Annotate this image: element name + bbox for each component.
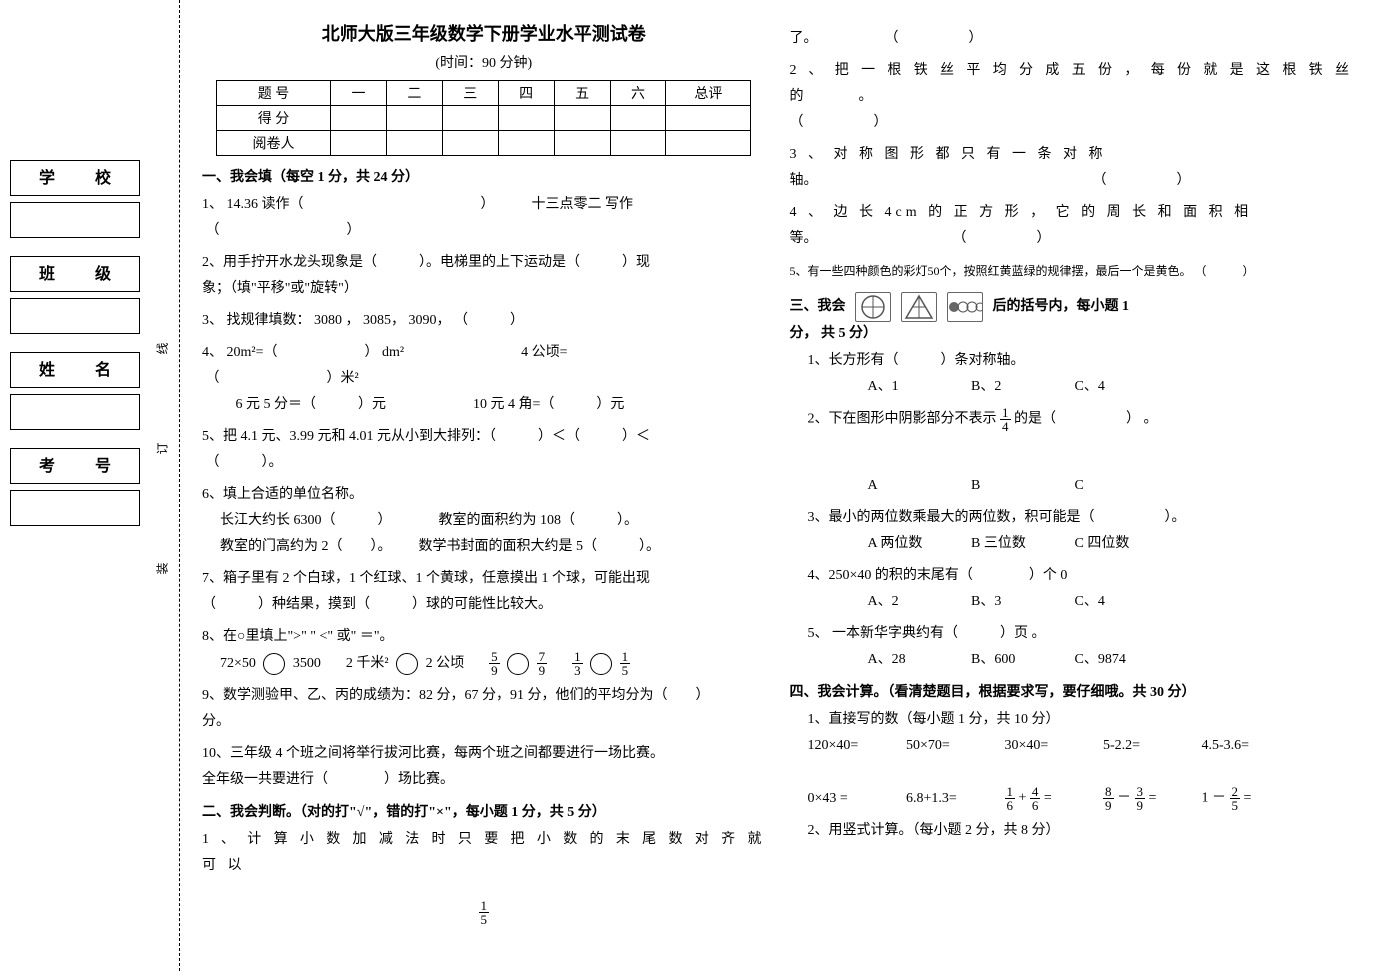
q4: 4、 20m²=（ ） dm² 4 公顷= （ ）米² 6 元 5 分＝（ ）元… (202, 340, 766, 418)
score-cell: 一 (330, 81, 386, 106)
c5: 5、 一本新华字典约有（ ）页 。 A、28 B、600 C、9874 (790, 621, 1354, 673)
c2: 2、下在图形中阴影部分不表示 14 的是（ ） 。 A B C (790, 406, 1354, 499)
shape-circle (855, 292, 891, 322)
binding-char-2: 订 (154, 442, 171, 454)
q3: 3、 找规律填数： 3080 ， 3085， 3090， （ ） (202, 308, 766, 334)
j1: 1 、 计 算 小 数 加 减 法 时 只 要 把 小 数 的 末 尾 数 对 … (202, 827, 766, 879)
shape-circles-row (947, 292, 983, 322)
examno-label: 考 号 (10, 448, 140, 484)
score-cell: 四 (498, 81, 554, 106)
student-info-margin: 学 校 班 级 姓 名 考 号 (0, 0, 150, 971)
j1-cont: 了。 （ ） (790, 26, 1354, 52)
q10: 10、三年级 4 个班之间将举行拔河比赛，每两个班之间都要进行一场比赛。 全年级… (202, 741, 766, 793)
q6: 6、填上合适的单位名称。 长江大约长 6300（ ） 教室的面积约为 108（ … (202, 482, 766, 560)
section-2-head: 二、我会判断。（对的打"√"，错的打"×"，每小题 1 分，共 5 分） (202, 801, 766, 821)
q5: 5、把 4.1 元、3.99 元和 4.01 元从小到大排列：（ ）＜（ ）＜ … (202, 424, 766, 476)
name-label: 姓 名 (10, 352, 140, 388)
exam-title: 北师大版三年级数学下册学业水平测试卷 (202, 20, 766, 46)
j5: 5、有一些四种颜色的彩灯50个，按照红黄蓝绿的规律摆，最后一个是黄色。 （ ） (790, 258, 1354, 284)
school-blank (10, 202, 140, 238)
score-table: 题 号 一 二 三 四 五 六 总评 得 分 阅卷人 (216, 80, 751, 156)
compare-circle (396, 653, 418, 675)
score-cell: 阅卷人 (217, 131, 331, 156)
left-column: 北师大版三年级数学下册学业水平测试卷 (时间：90 分钟) 题 号 一 二 三 … (190, 20, 778, 951)
compare-circle (590, 653, 612, 675)
right-column: 了。 （ ） 2 、 把 一 根 铁 丝 平 均 分 成 五 份 ， 每 份 就… (778, 20, 1366, 951)
school-label: 学 校 (10, 160, 140, 196)
score-cell: 二 (386, 81, 442, 106)
score-cell: 三 (442, 81, 498, 106)
score-cell: 得 分 (217, 106, 331, 131)
class-blank (10, 298, 140, 334)
name-blank (10, 394, 140, 430)
q2: 2、用手拧开水龙头现象是（ ）。电梯里的上下运动是（ ）现 象；（填"平移"或"… (202, 250, 766, 302)
c4: 4、250×40 的积的末尾有（ ）个 0 A、2 B、3 C、4 (790, 563, 1354, 615)
j2: 2 、 把 一 根 铁 丝 平 均 分 成 五 份 ， 每 份 就 是 这 根 … (790, 58, 1354, 136)
examno-blank (10, 490, 140, 526)
class-label: 班 级 (10, 256, 140, 292)
exam-time: (时间：90 分钟) (202, 52, 766, 72)
calc2: 2、用竖式计算。（每小题 2 分，共 8 分） (790, 818, 1354, 844)
q9: 9、数学测验甲、乙、丙的成绩为：82 分，67 分，91 分，他们的平均分为（ … (202, 683, 766, 735)
j4: 4 、 边 长 4cm 的 正 方 形 ， 它 的 周 长 和 面 积 相 等。… (790, 200, 1354, 252)
binding-line: 线 订 装 (150, 0, 180, 971)
c1: 1、长方形有（ ）条对称轴。 A、1 B、2 C、4 (790, 348, 1354, 400)
shape-triangle (901, 292, 937, 322)
binding-char-1: 线 (154, 342, 171, 354)
score-cell: 题 号 (217, 81, 331, 106)
compare-circle (507, 653, 529, 675)
q8: 8、在○里填上">" " <" 或" ＝"。 72×50 3500 2 千米² … (202, 624, 766, 677)
score-cell: 五 (554, 81, 610, 106)
score-cell: 六 (610, 81, 666, 106)
section-1-head: 一、我会填（每空 1 分，共 24 分） (202, 166, 766, 186)
binding-char-3: 装 (154, 562, 171, 574)
section-3-head: 三、我会 后的括号内，每小题 1 分， 共 5 分） (790, 292, 1354, 342)
calc1: 1、直接写的数（每小题 1 分，共 10 分） 120×40= 50×70= 3… (790, 707, 1354, 812)
section-4-head: 四、我会计算。（看清楚题目，根据要求写，要仔细哦。共 30 分） (790, 681, 1354, 701)
compare-circle (263, 653, 285, 675)
choice-shapes (855, 292, 983, 322)
q7: 7、箱子里有 2 个白球，1 个红球、1 个黄球，任意摸出 1 个球，可能出现 … (202, 566, 766, 618)
page-number: 15 (202, 899, 766, 926)
j3: 3 、 对 称 图 形 都 只 有 一 条 对 称 轴。 （ ） (790, 142, 1354, 194)
q1: 1、 14.36 读作（ ） 十三点零二 写作 （ ） (202, 192, 766, 244)
score-cell: 总评 (666, 81, 751, 106)
c3: 3、最小的两位数乘最大的两位数，积可能是（ ）。 A 两位数 B 三位数 C 四… (790, 505, 1354, 557)
